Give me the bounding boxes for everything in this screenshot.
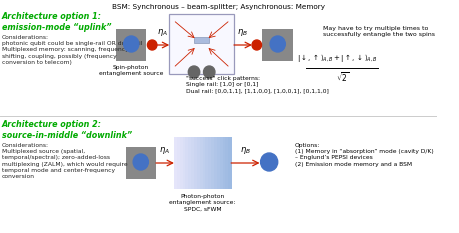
Text: BSM: Synchronous – beam-splitter; Asynchronous: Memory: BSM: Synchronous – beam-splitter; Asynch… <box>112 4 325 10</box>
Text: Spin-photon
entanglement source: Spin-photon entanglement source <box>99 65 163 76</box>
Bar <box>179 137 183 189</box>
Bar <box>169 14 234 74</box>
Text: $\eta_B$: $\eta_B$ <box>236 27 247 38</box>
Bar <box>208 137 211 189</box>
Bar <box>174 137 177 189</box>
Bar <box>213 137 217 189</box>
Bar <box>205 137 208 189</box>
Bar <box>222 137 225 189</box>
Text: Considerations:
Multiplexed source (spatial,
temporal/spectral); zero-added-loss: Considerations: Multiplexed source (spat… <box>2 143 127 179</box>
Circle shape <box>260 153 277 171</box>
Text: May have to try multiple times to
successfully entangle the two spins: May have to try multiple times to succes… <box>323 26 434 37</box>
Text: $\eta_B$: $\eta_B$ <box>240 145 250 157</box>
Text: Options:
(1) Memory in “absorption” mode (cavity D/K)
– Englund’s PEPSI devices
: Options: (1) Memory in “absorption” mode… <box>294 143 433 167</box>
Bar <box>211 137 214 189</box>
Bar <box>188 137 191 189</box>
Text: $\sqrt{2}$: $\sqrt{2}$ <box>335 71 348 85</box>
Bar <box>219 137 223 189</box>
Bar <box>182 137 185 189</box>
Bar <box>191 137 194 189</box>
Bar <box>125 147 156 179</box>
Bar <box>225 137 228 189</box>
Circle shape <box>133 154 148 170</box>
Text: Architecture option 2:
source-in-middle “downlink”: Architecture option 2: source-in-middle … <box>2 120 132 140</box>
Bar <box>185 137 188 189</box>
Text: Considerations:
photonic qubit could be single-rail OR dual-rail
Multiplexed mem: Considerations: photonic qubit could be … <box>2 35 142 65</box>
Bar <box>196 137 200 189</box>
Bar <box>177 137 180 189</box>
Circle shape <box>123 36 139 52</box>
Text: $|\downarrow,\uparrow\rangle_{A,B}+|\uparrow,\downarrow\rangle_{A,B}$: $|\downarrow,\uparrow\rangle_{A,B}+|\upa… <box>297 52 377 64</box>
Bar <box>194 37 209 43</box>
Bar <box>228 137 231 189</box>
Bar <box>194 137 197 189</box>
Circle shape <box>147 40 157 50</box>
Circle shape <box>203 66 214 78</box>
Circle shape <box>269 36 285 52</box>
Text: "success" click patterns:
Single rail: [1,0] or [0,1]
Dual rail: [0,0,1,1], [1,1: "success" click patterns: Single rail: [… <box>186 76 329 93</box>
Bar <box>262 29 292 61</box>
Bar <box>199 137 202 189</box>
Circle shape <box>252 40 261 50</box>
Text: Architecture option 1:
emission-mode “uplink”: Architecture option 1: emission-mode “up… <box>2 12 111 32</box>
Circle shape <box>188 66 199 78</box>
Bar <box>116 29 146 61</box>
Text: Photon-photon
entanglement source:
SPDC, sFWM: Photon-photon entanglement source: SPDC,… <box>169 194 235 211</box>
Bar <box>216 137 220 189</box>
Text: $\eta_A$: $\eta_A$ <box>157 27 168 38</box>
Text: $\eta_A$: $\eta_A$ <box>159 145 170 157</box>
Bar <box>202 137 206 189</box>
